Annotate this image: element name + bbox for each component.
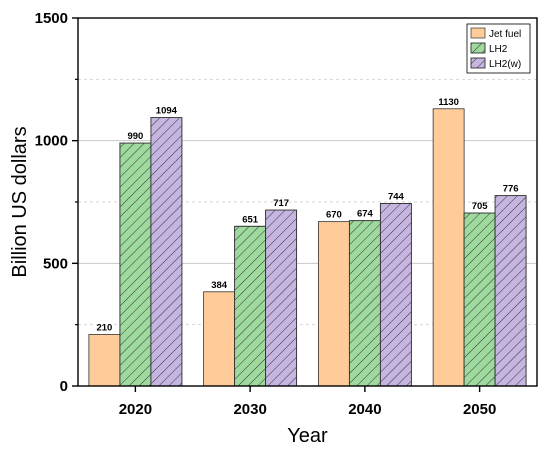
legend-label: Jet fuel [489,29,521,40]
bar-hatch [150,117,183,387]
data-label: 717 [273,198,289,209]
data-label: 651 [242,214,259,225]
y-tick-label: 1000 [35,133,68,150]
y-axis-title: Billion US dollars [9,126,31,277]
data-label: 744 [388,191,405,202]
data-label: 384 [211,280,228,291]
bar-hatch [379,203,412,387]
axis-ticks: 0 500 1000 1500 2020 2030 2040 2050 [35,10,497,418]
x-tick-label: 2040 [348,401,381,418]
legend-swatch [470,27,486,39]
bar-hatch [265,209,298,387]
legend-label: LH2 [489,44,508,55]
bar-jet-fuel-2040 [317,221,350,387]
legend: Jet fuel LH2 LH2(w) [466,23,531,74]
y-tick-label: 0 [60,378,68,395]
y-tick-label: 500 [43,255,68,272]
bar-jet-fuel-2050 [432,108,465,387]
bar-hatch [494,195,527,387]
data-label: 674 [357,209,374,220]
legend-label: LH2(w) [489,59,521,70]
data-label: 705 [472,201,489,212]
bar-hatch [348,220,381,387]
legend-swatch-hatch [470,42,486,54]
bar-jet-fuel-2020 [88,334,121,387]
x-tick-label: 2020 [119,401,152,418]
x-axis-title: Year [287,425,328,447]
data-label: 1094 [156,106,178,117]
bar-hatch [463,212,496,387]
x-tick-label: 2050 [463,401,496,418]
bar-hatch [234,225,267,387]
y-tick-label: 1500 [35,10,68,27]
legend-swatch-hatch [470,57,486,69]
data-label: 670 [326,210,342,221]
data-labels: 210 990 1094 384 651 717 670 674 744 1130 705 776 [96,97,518,334]
data-label: 776 [503,184,519,195]
data-label: 990 [127,131,143,142]
bar-jet-fuel-2030 [203,291,236,387]
data-label: 1130 [438,97,459,108]
bar-hatch [119,142,152,387]
data-label: 210 [96,322,112,333]
bars [88,108,527,387]
x-tick-label: 2030 [233,401,266,418]
